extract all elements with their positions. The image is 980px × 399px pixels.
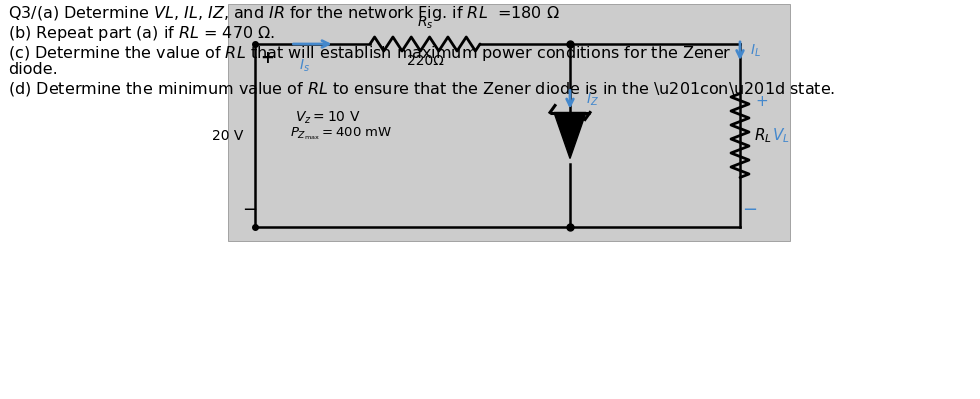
Text: diode.: diode.: [8, 62, 58, 77]
Text: 20 V: 20 V: [212, 128, 243, 142]
Text: $R_L$: $R_L$: [754, 126, 772, 145]
Text: $I_L$: $I_L$: [750, 43, 760, 59]
Polygon shape: [554, 113, 586, 158]
Text: $I_s$: $I_s$: [299, 58, 310, 74]
Text: $I_Z$: $I_Z$: [586, 91, 599, 108]
FancyBboxPatch shape: [228, 4, 790, 241]
Text: −: −: [743, 201, 758, 219]
Text: +: +: [756, 94, 768, 109]
Text: $R_s$: $R_s$: [416, 15, 433, 31]
Text: (b) Repeat part (a) if $\it{RL}$ = 470 Ω.: (b) Repeat part (a) if $\it{RL}$ = 470 Ω…: [8, 24, 275, 43]
Text: (c) Determine the value of $\it{RL}$ that will establish maximum power condition: (c) Determine the value of $\it{RL}$ tha…: [8, 44, 732, 63]
Text: −: −: [242, 201, 258, 219]
Text: $V_L$: $V_L$: [772, 126, 790, 145]
Text: (d) Determine the minimum value of $\it{RL}$ to ensure that the Zener diode is i: (d) Determine the minimum value of $\it{…: [8, 80, 835, 98]
Text: Q3/(a) Determine $\it{VL}$, $\it{IL}$, $\it{IZ}$, and $\it{IR}$ for the network : Q3/(a) Determine $\it{VL}$, $\it{IL}$, $…: [8, 4, 560, 23]
Text: +: +: [260, 49, 273, 67]
Text: $V_z = 10$ V: $V_z = 10$ V: [295, 109, 361, 126]
Text: 220Ω: 220Ω: [407, 54, 443, 68]
Text: $P_{Z_{\mathrm{max}}} = 400$ mW: $P_{Z_{\mathrm{max}}} = 400$ mW: [290, 125, 392, 142]
